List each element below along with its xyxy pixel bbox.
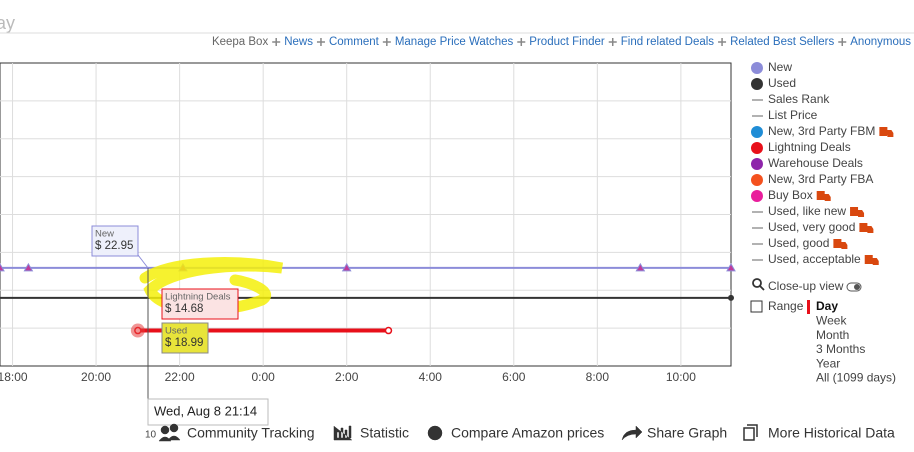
nav-separator <box>272 38 281 46</box>
nav-link[interactable]: Find related Deals <box>621 36 715 48</box>
toolbar-item[interactable]: Compare Amazon prices <box>451 425 604 441</box>
legend-dot <box>751 62 763 74</box>
legend-label[interactable]: Used, like new <box>768 204 846 218</box>
toolbar-item[interactable]: More Historical Data <box>768 425 895 441</box>
tooltip-box <box>161 322 209 354</box>
truck-icon <box>879 127 894 137</box>
series-marker <box>0 262 5 272</box>
range-option[interactable]: 3 Months <box>816 342 865 356</box>
truck-icon <box>816 191 831 201</box>
tooltip-box <box>91 225 139 257</box>
range-option[interactable]: Week <box>816 313 847 327</box>
range-option[interactable]: Year <box>816 356 840 370</box>
nav-separator <box>517 38 526 46</box>
tooltip-value: $ 14.68 <box>165 303 203 315</box>
range-option[interactable]: Month <box>816 328 849 342</box>
nav-link[interactable]: Anonymous <box>850 36 911 48</box>
legend-label[interactable]: List Price <box>768 108 818 122</box>
series-marker <box>726 262 736 272</box>
nav-separator <box>382 38 391 46</box>
nav-separator <box>608 38 617 46</box>
toggle[interactable] <box>846 282 862 292</box>
x-tick-label: 18:00 <box>0 370 28 384</box>
nav-link[interactable]: Keepa Box <box>212 36 269 48</box>
legend-label[interactable]: Used, acceptable <box>768 252 861 266</box>
range-option[interactable]: Day <box>816 299 838 313</box>
truck-icon <box>833 239 848 249</box>
truck-icon <box>859 223 874 233</box>
grid <box>0 63 731 366</box>
x-tick-label: 2:00 <box>335 370 359 384</box>
toolbar-icon <box>621 425 643 441</box>
range-indicator <box>807 300 810 314</box>
tracking-count: 10 <box>145 430 157 441</box>
legend-label[interactable]: New, 3rd Party FBA <box>768 172 873 186</box>
tooltip-name: New <box>95 229 114 240</box>
tooltip-value: $ 22.95 <box>95 240 133 252</box>
legend-dot <box>751 126 763 138</box>
nav-separator <box>838 38 847 46</box>
series-marker <box>341 262 352 272</box>
toolbar-item[interactable]: Share Graph <box>647 425 727 441</box>
x-tick-label: 20:00 <box>81 370 111 384</box>
toolbar-item[interactable]: Statistic <box>360 425 409 441</box>
tooltip-value: $ 18.99 <box>165 337 203 349</box>
calendar-icon <box>750 300 763 313</box>
hover-point <box>130 323 145 338</box>
legend-dot <box>751 158 763 170</box>
x-tick-label: 10:00 <box>666 370 696 384</box>
legend-label[interactable]: Used, very good <box>768 220 855 234</box>
hover-date-box <box>147 398 269 426</box>
legend-label[interactable]: New <box>768 60 792 74</box>
legend-dot <box>751 190 763 202</box>
legend-label[interactable]: Used <box>768 76 796 90</box>
legend-label[interactable]: Sales Rank <box>768 92 830 106</box>
toggle-knob <box>854 284 860 290</box>
toolbar-icon <box>333 425 352 441</box>
legend-label[interactable]: New, 3rd Party FBM <box>768 124 875 138</box>
legend-dot <box>751 142 763 154</box>
legend-label[interactable]: Used, good <box>768 236 829 250</box>
truck-icon <box>864 255 879 265</box>
hover-date: Wed, Aug 8 21:14 <box>154 403 257 418</box>
series-marker <box>728 294 734 301</box>
nav-link[interactable]: Related Best Sellers <box>730 36 834 48</box>
nav-link[interactable]: Comment <box>329 36 380 48</box>
legend-label[interactable]: Buy Box <box>768 188 813 202</box>
tooltip-name: Used <box>165 326 187 337</box>
legend-dot <box>751 78 763 90</box>
series-marker <box>23 262 34 272</box>
nav-link[interactable]: News <box>284 36 313 48</box>
legend-label[interactable]: Lightning Deals <box>768 140 851 154</box>
legend-label[interactable]: Warehouse Deals <box>768 156 863 170</box>
series-marker <box>384 326 393 335</box>
tooltip-box <box>161 288 239 320</box>
x-tick-label: 8:00 <box>586 370 610 384</box>
toolbar-icon <box>743 424 758 441</box>
legend-dot <box>751 174 763 186</box>
highlight-scribble <box>139 257 284 316</box>
toolbar-icon <box>427 425 443 441</box>
x-tick-label: 6:00 <box>502 370 526 384</box>
partial-title: ay <box>0 13 15 33</box>
magnifier-icon <box>752 278 765 291</box>
x-tick-label: 22:00 <box>165 370 195 384</box>
x-tick-label: 0:00 <box>251 370 275 384</box>
range-label: Range <box>768 299 804 313</box>
truck-icon <box>850 207 865 217</box>
range-option[interactable]: All (1099 days) <box>816 371 896 385</box>
nav-separator <box>316 38 325 46</box>
toolbar-item[interactable]: Community Tracking <box>187 425 315 441</box>
nav-link[interactable]: Product Finder <box>529 36 605 48</box>
toolbar-icon <box>158 423 181 442</box>
series-marker <box>635 262 646 272</box>
close-up-label: Close-up view <box>768 279 844 293</box>
tooltip-name: Lightning Deals <box>165 292 231 303</box>
x-tick-label: 4:00 <box>419 370 443 384</box>
nav-link[interactable]: Manage Price Watches <box>395 36 514 48</box>
nav-separator <box>718 38 727 46</box>
tooltip-pointer <box>137 254 149 269</box>
